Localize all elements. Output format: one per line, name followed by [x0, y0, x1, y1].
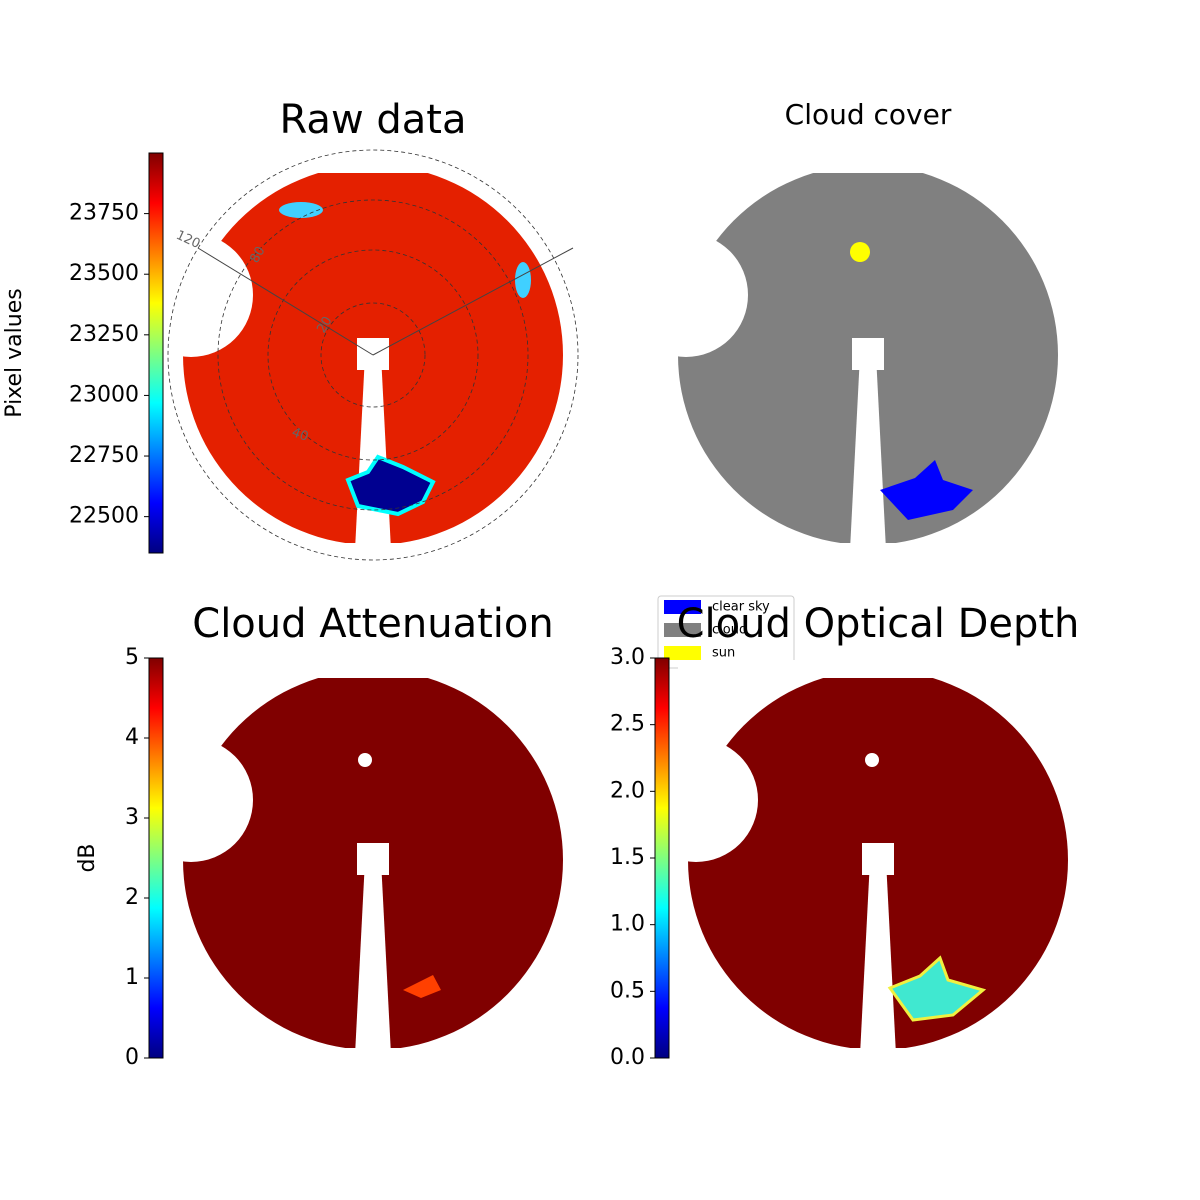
mask — [865, 753, 879, 767]
legend-label: cloud — [712, 623, 747, 638]
mast-mask — [860, 860, 896, 1055]
mask — [129, 233, 253, 357]
colorbar-tick-label: 0.0 — [610, 1045, 645, 1070]
legend-label: sun — [712, 646, 735, 661]
panel — [624, 155, 1068, 553]
legend-swatch — [664, 623, 701, 637]
polar-label: 40 — [290, 425, 311, 445]
polar-spoke — [197, 247, 374, 356]
colorbar — [148, 657, 164, 1059]
colorbar-tick-label: 23750 — [69, 201, 139, 226]
colorbar-tick-label: 0.5 — [610, 978, 645, 1003]
colorbar-tick-label: 2 — [125, 885, 139, 910]
legend-swatch — [664, 600, 701, 614]
colorbar-tick-label: 22500 — [69, 504, 139, 529]
colorbar-tick-label: 3.0 — [610, 645, 645, 670]
colorbar-label: dB — [75, 843, 100, 872]
cloud-region — [515, 262, 531, 298]
clear-sky-region — [880, 460, 973, 520]
sun-region — [850, 242, 870, 262]
colorbar-tick-label: 2.0 — [610, 778, 645, 803]
polar-spoke — [372, 247, 574, 356]
mask — [624, 233, 748, 357]
legend-swatch — [664, 646, 701, 660]
cloud-region — [345, 454, 436, 517]
colorbar-tick-label: 23000 — [69, 382, 139, 407]
mask — [634, 738, 758, 862]
polar-ring — [267, 249, 479, 461]
polar-label: 20 — [314, 314, 335, 336]
mask — [668, 155, 1068, 173]
panel-title: Cloud cover — [785, 98, 952, 131]
mast-mask — [357, 338, 389, 370]
panel — [634, 660, 1078, 1058]
colorbar-tick-label: 1.0 — [610, 912, 645, 937]
panel-title: Cloud Attenuation — [192, 601, 553, 647]
polar-ring — [320, 302, 426, 408]
polar-label: 80 — [247, 244, 268, 266]
mast-mask — [862, 843, 894, 875]
mast-mask — [357, 843, 389, 875]
mask — [173, 155, 573, 173]
legend-label: clear sky — [712, 600, 770, 615]
colorbar-tick-label: 22750 — [69, 443, 139, 468]
panel-title: Raw data — [280, 97, 467, 143]
colorbar-tick-label: 23250 — [69, 322, 139, 347]
colorbar-tick-label: 4 — [125, 725, 139, 750]
mast-mask — [355, 860, 391, 1055]
mask — [129, 738, 253, 862]
mast-mask — [852, 338, 884, 370]
colorbar — [148, 152, 164, 554]
mask — [678, 660, 1078, 678]
colorbar — [654, 657, 670, 1059]
colorbar-tick-label: 3 — [125, 805, 139, 830]
optical-depth-region — [887, 955, 987, 1022]
polar-ring — [167, 149, 579, 561]
mask — [358, 753, 372, 767]
colorbar-tick-label: 1.5 — [610, 845, 645, 870]
mask — [173, 660, 573, 678]
colorbar-tick-label: 1 — [125, 965, 139, 990]
colorbar-tick-label: 0 — [125, 1045, 139, 1070]
colorbar-tick-label: 2.5 — [610, 712, 645, 737]
mast-mask — [850, 355, 886, 550]
polar-ring — [217, 199, 529, 511]
colorbar-tick-label: 23500 — [69, 261, 139, 286]
cloud-region — [279, 202, 323, 218]
attenuation-region — [403, 975, 441, 998]
colorbar-tick-label: 5 — [125, 645, 139, 670]
panel-title: Cloud Optical Depth — [677, 601, 1080, 647]
colorbar-label: Pixel values — [2, 288, 27, 417]
panel — [129, 660, 573, 1058]
